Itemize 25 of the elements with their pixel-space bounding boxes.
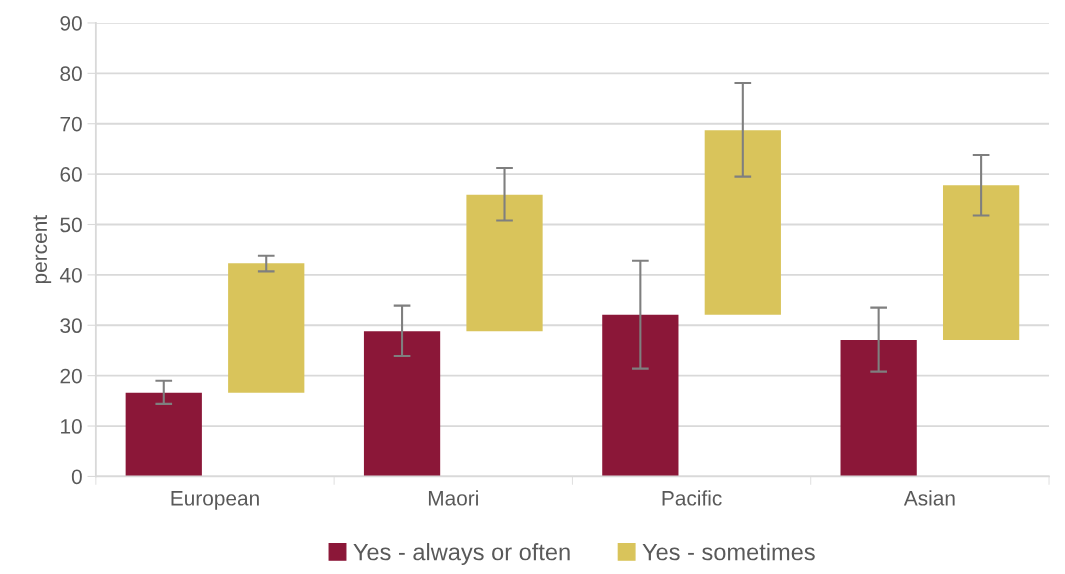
bar [125,392,202,477]
x-tick-label: European [171,491,259,510]
y-tick-label: 20 [60,368,82,384]
y-tick-label: 10 [61,419,82,434]
y-tick-label: 60 [60,167,82,182]
x-tick-label: Asian [903,490,955,506]
bar [466,194,543,332]
y-tick-label: 40 [59,267,82,283]
y-axis-title: percent [33,215,52,284]
bar [228,263,305,393]
y-tick-label: 50 [60,217,82,233]
y-tick-label: 80 [60,66,82,82]
y-tick-label: 30 [60,318,82,334]
x-tick-label: Pacific [662,490,722,506]
legend-label: Yes - always or often [353,543,570,566]
bar [704,130,781,315]
y-tick-label: 70 [60,116,82,132]
bar [363,331,441,477]
x-tick-label: Maori [428,490,478,506]
legend-label: Yes - sometimes [642,543,815,561]
y-tick-label: 0 [71,469,82,485]
bar [942,185,1020,340]
y-tick-label: 90 [60,15,82,31]
bar [602,314,679,477]
bar [840,339,917,477]
